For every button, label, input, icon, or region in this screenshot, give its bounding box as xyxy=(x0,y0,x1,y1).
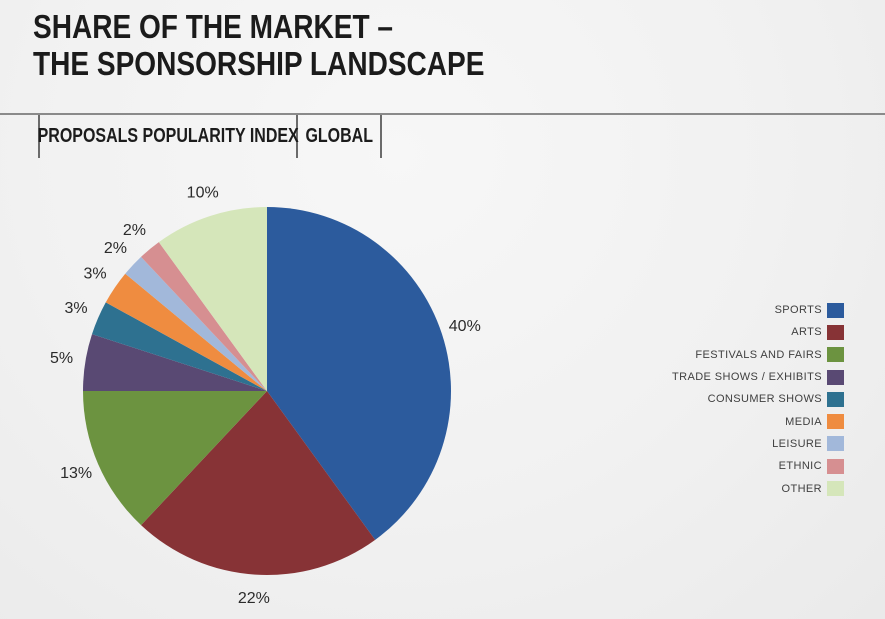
tab-global: GLOBAL xyxy=(298,115,380,158)
page-title: SHARE OF THE MARKET – THE SPONSORSHIP LA… xyxy=(33,8,484,82)
legend-swatch xyxy=(827,324,844,340)
legend-item-arts: ARTS xyxy=(672,321,844,343)
legend-label: MEDIA xyxy=(785,415,822,428)
legend-label: ETHNIC xyxy=(778,460,822,473)
legend: SPORTS ARTS FESTIVALS AND FAIRS TRADE SHOWS… xyxy=(672,299,844,500)
legend-swatch xyxy=(827,414,844,430)
legend-item-media: MEDIA xyxy=(672,410,844,432)
legend-swatch xyxy=(827,347,844,363)
pie-slice-leisure xyxy=(125,256,267,391)
slice-label-arts: 22% xyxy=(238,590,270,607)
legend-swatch xyxy=(827,302,844,318)
slice-label-sports: 40% xyxy=(449,318,481,335)
tab-divider-left xyxy=(38,115,40,158)
pie-slice-festivals-and-fairs xyxy=(83,391,267,526)
legend-label: OTHER xyxy=(781,482,822,495)
pie-slice-arts xyxy=(141,391,376,576)
legend-label: LEISURE xyxy=(772,437,822,450)
legend-item-ethnic: ETHNIC xyxy=(672,455,844,477)
page-title-line-1: SHARE OF THE MARKET – xyxy=(33,8,394,45)
pie-slice-consumer-shows xyxy=(92,302,267,391)
pie-slice-sports xyxy=(267,207,451,540)
tab-label: PROPOSALS POPULARITY INDEX xyxy=(37,125,299,147)
legend-swatch xyxy=(827,481,844,497)
tab-proposals-popularity-index: PROPOSALS POPULARITY INDEX xyxy=(37,115,299,158)
legend-swatch xyxy=(827,436,844,452)
legend-item-festivals-and-fairs: FESTIVALS AND FAIRS xyxy=(672,344,844,366)
legend-label: SPORTS xyxy=(774,304,822,317)
legend-item-other: OTHER xyxy=(672,477,844,499)
legend-label: CONSUMER SHOWS xyxy=(707,393,822,406)
tab-label: GLOBAL xyxy=(305,125,373,147)
slice-label-other: 10% xyxy=(187,185,219,202)
legend-label: FESTIVALS AND FAIRS xyxy=(695,348,822,361)
legend-item-trade-shows-exhibits: TRADE SHOWS / EXHIBITS xyxy=(672,366,844,388)
pie-slice-trade-shows-exhibits xyxy=(83,334,267,391)
pie-slice-ethnic xyxy=(141,242,267,391)
slice-label-ethnic: 2% xyxy=(123,222,146,239)
tab-divider-right xyxy=(380,115,382,158)
legend-swatch xyxy=(827,391,844,407)
legend-item-leisure: LEISURE xyxy=(672,433,844,455)
slice-label-trade-shows-exhibits: 5% xyxy=(50,350,73,367)
slice-label-consumer-shows: 3% xyxy=(65,300,88,317)
legend-item-consumer-shows: CONSUMER SHOWS xyxy=(672,388,844,410)
pie-slice-other xyxy=(158,207,267,391)
legend-label: ARTS xyxy=(791,326,822,339)
slice-label-festivals-and-fairs: 13% xyxy=(60,465,92,482)
slice-label-leisure: 2% xyxy=(104,240,127,257)
legend-swatch xyxy=(827,458,844,474)
slice-label-media: 3% xyxy=(83,266,106,283)
tab-divider-middle xyxy=(296,115,298,158)
tab-bar: PROPOSALS POPULARITY INDEX GLOBAL xyxy=(37,115,382,158)
header-rule xyxy=(0,113,885,115)
pie-slice-media xyxy=(105,273,267,391)
legend-swatch xyxy=(827,369,844,385)
legend-label: TRADE SHOWS / EXHIBITS xyxy=(672,371,822,384)
legend-item-sports: SPORTS xyxy=(672,299,844,321)
page-title-line-2: THE SPONSORSHIP LANDSCAPE xyxy=(33,45,485,82)
